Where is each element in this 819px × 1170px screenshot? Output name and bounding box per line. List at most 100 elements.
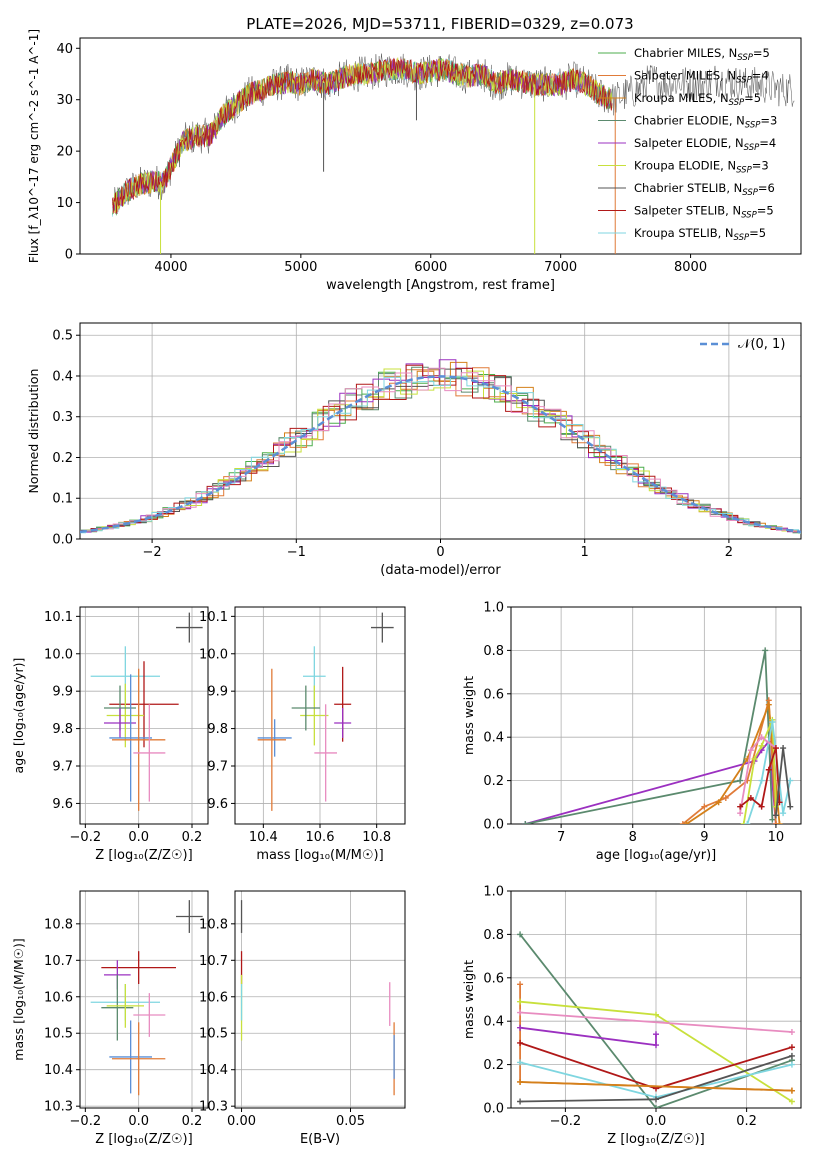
errorbar-point — [109, 1020, 152, 1094]
errorbar-point — [133, 704, 166, 802]
weight-series — [739, 747, 781, 809]
weight-marker — [679, 821, 686, 824]
weight-series — [525, 739, 777, 824]
weight-series — [685, 704, 781, 824]
y-tick-label: 9.9 — [52, 685, 73, 700]
x-tick-label: −0.2 — [70, 830, 102, 845]
plot-area — [257, 612, 394, 811]
y-tick-label: 9.9 — [207, 685, 228, 700]
weight-marker — [517, 1098, 524, 1105]
x-tick-label: 0.0 — [128, 1114, 149, 1129]
x-tick-label: −0.2 — [550, 1114, 582, 1129]
x-tick-label: 0.2 — [182, 830, 203, 845]
y-axis-label: mass weight — [461, 960, 476, 1039]
weight-marker — [740, 821, 747, 824]
weight-marker — [780, 745, 787, 752]
x-tick-label: 0 — [436, 545, 444, 560]
x-tick-label: 10 — [768, 830, 785, 845]
spectrum-legend: Chabrier MILES, NSSP=5 Salpeter MILES, NS… — [598, 46, 777, 243]
legend-entry: Salpeter ELODIE, NSSP=4 — [634, 136, 776, 153]
weight-marker — [758, 777, 765, 784]
age-Z-panel: −0.2 0.0 0.2 9.6 9.7 9.8 9.9 10.0 10.1 Z [log₁₀(Z… — [11, 606, 209, 863]
y-tick-label: 9.6 — [207, 797, 228, 812]
weight-marker — [722, 794, 729, 801]
weight-marker — [772, 745, 779, 752]
x-tick-label: 10.8 — [362, 830, 391, 845]
x-tick-label: 0.2 — [182, 1114, 203, 1129]
y-tick-label: 10.8 — [44, 917, 73, 932]
y-tick-label: 0.8 — [483, 928, 504, 943]
y-tick-label: 10.6 — [199, 990, 228, 1005]
weight-series — [520, 1081, 792, 1092]
y-axis-label: mass [log₁₀(M/M☉)] — [11, 938, 26, 1060]
weight-marker — [517, 1009, 524, 1016]
x-axis-label: Z [log₁₀(Z/Z☉)] — [607, 1132, 704, 1147]
spectrum-line — [112, 57, 613, 214]
age-mass-panel: 10.4 10.6 10.8 9.6 9.7 9.8 9.9 10.0 10.1 mass [lo… — [199, 606, 406, 863]
gaussian-curve — [80, 375, 801, 534]
legend-entry: Chabrier STELIB, NSSP=6 — [634, 181, 775, 198]
errorbar-point — [176, 612, 203, 643]
weight-marker — [788, 1029, 795, 1036]
weight-marker — [747, 794, 754, 801]
y-tick-label: 1.0 — [483, 885, 504, 900]
weight-marker — [737, 810, 744, 817]
weight-marker — [653, 1031, 659, 1038]
x-tick-label: 8 — [629, 830, 637, 845]
weight-marker — [517, 1024, 524, 1031]
y-axis-label: Flux [f_λ10^-17 erg cm^-2 s^-1 A^-1] — [27, 29, 41, 263]
weight-marker — [758, 734, 765, 741]
errorbar-point — [106, 683, 144, 748]
x-tick-label: 5000 — [284, 260, 317, 275]
y-tick-label: 10.8 — [199, 917, 228, 932]
y-tick-label: 10.5 — [44, 1027, 73, 1042]
errorbar-point — [257, 719, 292, 757]
legend-entry: Chabrier MILES, NSSP=5 — [634, 46, 770, 63]
weight-marker — [653, 1105, 659, 1108]
x-axis-label: Z [log₁₀(Z/Z☉)] — [95, 1132, 192, 1147]
y-tick-label: 10 — [56, 196, 73, 211]
errorbar-point — [176, 900, 203, 933]
mass-ebv-panel: 0.00 0.05 10.3 10.4 10.5 10.6 10.7 10.8 E(B-V) — [199, 890, 406, 1147]
weight-marker — [758, 803, 765, 810]
weight-marker — [788, 1052, 795, 1059]
weight-marker — [517, 1039, 524, 1046]
weight-series — [739, 735, 777, 814]
errorbar-point — [334, 708, 352, 738]
y-tick-label: 0.6 — [483, 687, 504, 702]
weight-marker — [788, 1061, 795, 1068]
x-tick-label: 2 — [725, 545, 733, 560]
plot-area — [90, 900, 203, 1096]
y-axis-label: Normed distribution — [26, 369, 41, 494]
weight-marker — [769, 816, 776, 823]
x-tick-label: 9 — [700, 830, 708, 845]
y-tick-label: 0 — [65, 248, 73, 263]
weight-marker — [765, 766, 772, 773]
y-axis-label: age [log₁₀(age/yr)] — [11, 658, 26, 774]
y-tick-label: 10.6 — [44, 990, 73, 1005]
y-tick-label: 10.3 — [199, 1100, 228, 1115]
y-tick-label: 0.1 — [52, 492, 73, 507]
weight-marker — [517, 998, 524, 1005]
weight-series — [520, 1011, 792, 1033]
figure-title: PLATE=2026, MJD=53711, FIBERID=0329, z=0… — [246, 15, 633, 33]
y-tick-label: 10.3 — [44, 1100, 73, 1115]
plot-area — [90, 612, 203, 811]
y-tick-label: 10.7 — [199, 954, 228, 969]
legend-entry: Kroupa ELODIE, NSSP=3 — [634, 159, 769, 176]
weight-marker — [653, 1096, 659, 1103]
axes-frame — [234, 890, 406, 1109]
x-axis-label: Z [log₁₀(Z/Z☉)] — [95, 848, 192, 863]
axes-frame — [79, 37, 802, 255]
weight-marker — [653, 1042, 659, 1049]
errorbar-point — [257, 668, 286, 811]
legend-entry: Kroupa STELIB, NSSP=5 — [634, 226, 766, 243]
y-tick-label: 9.7 — [52, 760, 73, 775]
weight-marker — [737, 777, 744, 784]
x-tick-label: 7 — [557, 830, 565, 845]
weight-age-panel: 7 8 9 10 0.0 0.2 0.4 0.6 0.8 1.0 age [log₁₀(age/yr… — [461, 601, 802, 863]
legend-entry: Salpeter MILES, NSSP=4 — [634, 69, 769, 86]
errorbar-point — [101, 951, 176, 984]
x-axis-label: (data-model)/error — [380, 563, 501, 578]
x-tick-label: 0.2 — [736, 1114, 757, 1129]
